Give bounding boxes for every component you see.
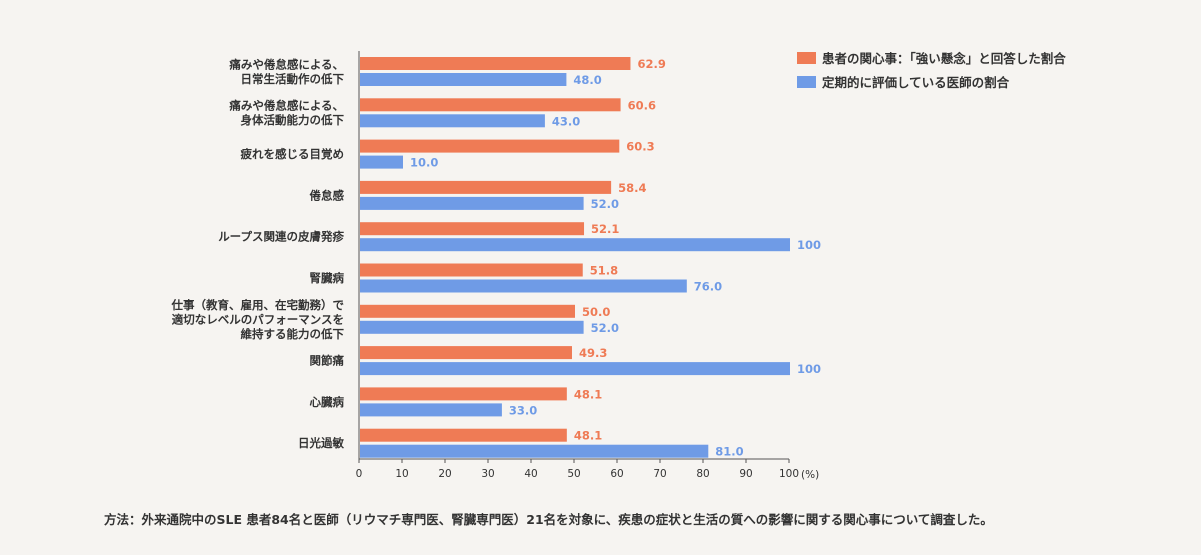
x-tick-label: 60 (610, 468, 623, 480)
legend-label: 患者の関心事：「強い懸念」と回答した割合 (822, 51, 1066, 66)
bar-physician (360, 155, 403, 169)
x-tick-label: 100 (779, 468, 799, 480)
data-label: 10.0 (410, 156, 438, 170)
bar-patient (360, 222, 585, 236)
bar-physician (360, 73, 567, 86)
x-tick-label: 30 (481, 468, 494, 480)
data-label: 33.0 (509, 403, 537, 417)
bar-physician (360, 114, 545, 128)
category-label: 適切なレベルのパフォーマンスを (172, 312, 344, 326)
bar-patient (360, 263, 583, 277)
data-label: 76.0 (694, 280, 722, 294)
category-label: 疲れを感じる目覚め (241, 147, 345, 161)
category-label: 維持する能力の低下 (241, 327, 345, 341)
bar-patient (360, 346, 572, 360)
x-tick-label: 40 (524, 468, 537, 480)
data-label: 48.1 (574, 387, 602, 401)
data-label: 43.0 (552, 114, 580, 128)
legend-label: 定期的に評価している医師の割合 (821, 75, 1010, 90)
bar-physician (360, 238, 790, 252)
data-label: 60.6 (628, 98, 656, 112)
bar-patient (360, 304, 575, 318)
category-label: 腎臓病 (310, 271, 345, 285)
data-label: 100 (797, 238, 821, 252)
x-tick-label: 20 (438, 468, 451, 480)
data-label: 60.3 (626, 140, 654, 154)
x-tick-label: 80 (696, 468, 709, 480)
category-label: 関節痛 (310, 354, 345, 368)
bar-patient (360, 98, 621, 112)
bar-physician (360, 444, 709, 458)
bar-physician (360, 196, 584, 210)
category-label: ループス関連の皮膚発疹 (218, 230, 344, 244)
bar-patient (360, 139, 620, 153)
category-label: 身体活動能力の低下 (241, 113, 345, 127)
bar-chart: 0 10 20 30 40 50 60 70 80 90 100 (%)痛みや倦怠感による、日常生活動… (171, 51, 1066, 481)
category-label: 心臓病 (310, 395, 345, 409)
legend-swatch-patient (797, 52, 816, 64)
bar-physician (360, 403, 502, 417)
x-tick-label: 0 (356, 468, 363, 480)
category-label: 痛みや倦怠感による、 (228, 57, 344, 71)
data-label: 81.0 (715, 445, 743, 459)
bar-patient (360, 428, 567, 442)
x-tick-label: 70 (653, 468, 666, 480)
data-label: 52.0 (591, 321, 619, 335)
bar-patient (360, 57, 631, 70)
data-label: 49.3 (579, 346, 607, 360)
bar-physician (360, 279, 687, 293)
category-label: 倦怠感 (310, 188, 345, 202)
x-tick-label: 10 (395, 468, 408, 480)
data-label: 52.1 (591, 222, 619, 236)
data-label: 62.9 (637, 57, 665, 71)
bar-patient (360, 180, 612, 194)
data-label: 48.0 (573, 73, 601, 87)
legend-swatch-physician (797, 76, 816, 88)
category-label: 痛みや倦怠感による、 (228, 99, 344, 113)
category-label: 仕事（教育、雇用、在宅勤務）で (171, 298, 345, 312)
bar-patient (360, 387, 567, 401)
x-axis-unit: (%) (801, 469, 819, 481)
data-label: 48.1 (574, 429, 602, 443)
data-label: 51.8 (590, 264, 618, 278)
data-label: 52.0 (591, 197, 619, 211)
data-label: 100 (797, 362, 821, 376)
x-tick-label: 90 (739, 468, 752, 480)
bar-physician (360, 362, 790, 376)
data-label: 50.0 (582, 305, 610, 319)
footnote: 方法：外来通院中のSLE 患者84名と医師（リウマチ専門医、腎臓専門医）21名を… (104, 512, 993, 527)
data-label: 58.4 (618, 181, 646, 195)
x-tick-label: 50 (567, 468, 580, 480)
category-label: 日常生活動作の低下 (241, 72, 345, 86)
category-label: 日光過敏 (298, 436, 344, 450)
bar-physician (360, 320, 584, 334)
